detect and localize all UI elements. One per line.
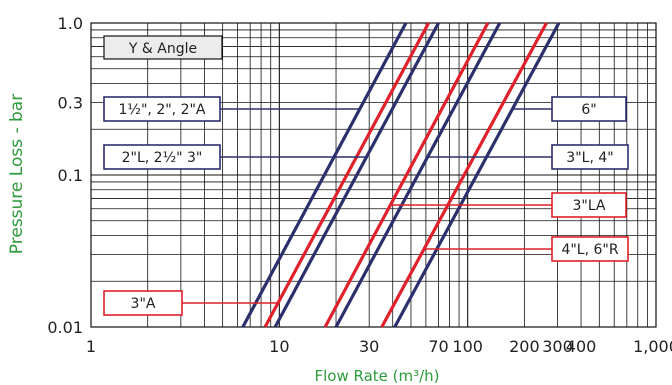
y-tick-label: 0.1 — [58, 166, 83, 185]
label-text: 3"L, 4" — [566, 150, 613, 166]
label-text: 2"L, 2½" 3" — [122, 150, 203, 166]
label-box — [103, 96, 221, 122]
x-tick-label: 1,000 — [633, 337, 672, 356]
label-box — [103, 144, 221, 170]
label-box — [551, 96, 627, 122]
label-text: 6" — [581, 102, 596, 118]
label-box — [103, 290, 183, 316]
series-line — [241, 22, 408, 328]
x-tick-label: 70 — [428, 337, 448, 356]
y-tick-label: 0.3 — [58, 93, 83, 112]
series-label: 3"A — [103, 290, 278, 316]
x-tick-label: 400 — [566, 337, 597, 356]
x-tick-label: 300 — [542, 337, 573, 356]
series-line — [273, 22, 440, 328]
legend-title: Y & Angle — [128, 41, 197, 57]
label-box — [551, 236, 629, 262]
x-tick-label: 30 — [359, 337, 379, 356]
legend-box: Y & Angle — [103, 35, 223, 60]
label-text: 4"L, 6"R — [561, 242, 618, 258]
x-axis-title: Flow Rate (m³/h) — [314, 367, 439, 385]
y-axis-title: Pressure Loss - bar — [7, 94, 27, 254]
series-lines — [241, 22, 561, 328]
y-tick-label: 1.0 — [58, 14, 83, 33]
label-box — [551, 192, 627, 218]
label-text: 1½", 2", 2"A — [119, 102, 206, 118]
line-labels: Y & Angle 1½", 2", 2"A 2"L, 2½" 3" 3"A 6" 3"L… — [103, 35, 629, 316]
series-label: 3"LA — [390, 192, 627, 218]
series-line — [263, 22, 430, 328]
series-line — [334, 22, 502, 328]
series-line — [380, 22, 548, 328]
series-label: 1½", 2", 2"A — [103, 96, 360, 122]
series-line — [393, 22, 561, 328]
x-tick-label: 1 — [86, 337, 96, 356]
label-box — [551, 144, 629, 170]
series-line — [323, 22, 490, 328]
y-tick-label: 0.01 — [47, 318, 83, 337]
series-label: 4"L, 6"R — [424, 236, 629, 262]
series-label: 3"L, 4" — [427, 144, 629, 170]
x-tick-label: 100 — [452, 337, 483, 356]
x-tick-label: 200 — [509, 337, 540, 356]
series-label: 6" — [512, 96, 627, 122]
label-text: 3"A — [131, 296, 156, 312]
series-label: 2"L, 2½" 3" — [103, 144, 367, 170]
label-text: 3"LA — [572, 198, 605, 214]
x-tick-label: 10 — [269, 337, 289, 356]
grid — [90, 22, 657, 328]
